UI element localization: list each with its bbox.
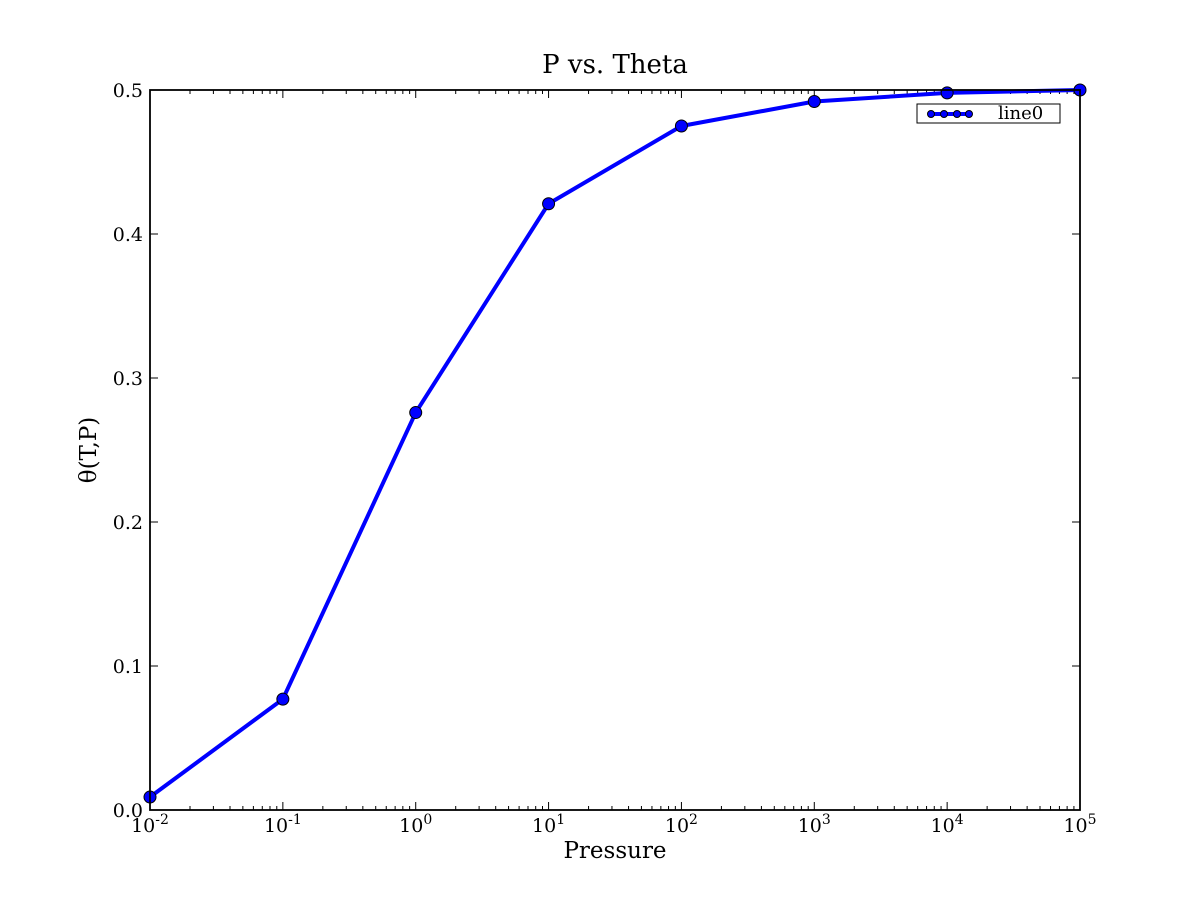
x-tick-label-base: 10 xyxy=(264,815,288,837)
legend-swatch xyxy=(927,110,973,118)
data-point xyxy=(807,95,821,109)
x-axis-label: Pressure xyxy=(563,838,666,864)
chart-title: P vs. Theta xyxy=(542,50,688,80)
legend-label: line0 xyxy=(998,103,1043,124)
legend: line0 xyxy=(916,103,1061,124)
x-tick-label-base: 10 xyxy=(931,815,955,837)
legend-swatch-marker xyxy=(965,110,973,118)
x-tick-label-base: 10 xyxy=(399,815,423,837)
x-tick-label: 105 xyxy=(1063,812,1096,837)
x-tick-label: 10-1 xyxy=(264,812,302,837)
x-tick-label-base: 10 xyxy=(665,815,689,837)
x-tick-label: 104 xyxy=(931,812,964,837)
x-tick-label-exponent: 1 xyxy=(556,812,565,828)
series-line xyxy=(148,88,1081,799)
legend-swatch-marker xyxy=(953,110,961,118)
x-tick-label: 102 xyxy=(665,812,698,837)
legend-box xyxy=(916,103,1061,124)
x-tick-label-base: 10 xyxy=(532,815,556,837)
x-tick-label: 100 xyxy=(399,812,432,837)
data-point xyxy=(409,406,423,420)
x-tick-label: 103 xyxy=(798,812,831,837)
y-tick-label: 0.1 xyxy=(113,656,143,678)
series-layer xyxy=(143,83,1087,804)
plot-frame xyxy=(149,89,1081,811)
x-tick-label: 10-2 xyxy=(131,812,169,837)
x-tick-label-exponent: 3 xyxy=(822,812,831,828)
x-tick-label-exponent: -2 xyxy=(155,812,169,828)
y-tick-labels: 0.0 0.1 0.2 0.3 0.4 0.5 xyxy=(113,80,143,822)
x-tick-label-base: 10 xyxy=(798,815,822,837)
data-point xyxy=(542,197,556,211)
plot-area xyxy=(150,90,1080,810)
data-point xyxy=(674,119,688,133)
legend-swatch-marker xyxy=(927,110,935,118)
x-tick-label-exponent: 0 xyxy=(423,812,432,828)
data-point xyxy=(276,692,290,706)
x-tick-labels: 10-2 10-1 100 101 102 103 104 105 xyxy=(131,812,1096,837)
x-tick-label-exponent: 5 xyxy=(1088,812,1097,828)
y-tick-label: 0.2 xyxy=(113,512,143,534)
y-tick-label: 0.3 xyxy=(113,368,143,390)
data-point xyxy=(940,86,954,100)
y-axis-label: θ(T,P) xyxy=(76,417,102,484)
x-tick-label-exponent: 2 xyxy=(689,812,698,828)
legend-swatch-marker xyxy=(940,110,948,118)
y-tick-label: 0.0 xyxy=(113,800,143,822)
x-tick-label: 101 xyxy=(532,812,565,837)
y-tick-label: 0.4 xyxy=(113,224,143,246)
x-tick-label-exponent: 4 xyxy=(955,812,964,828)
x-tick-label-base: 10 xyxy=(1063,815,1087,837)
x-tick-label-base: 10 xyxy=(131,815,155,837)
x-tick-label-exponent: -1 xyxy=(288,812,302,828)
y-tick-label: 0.5 xyxy=(113,80,143,102)
